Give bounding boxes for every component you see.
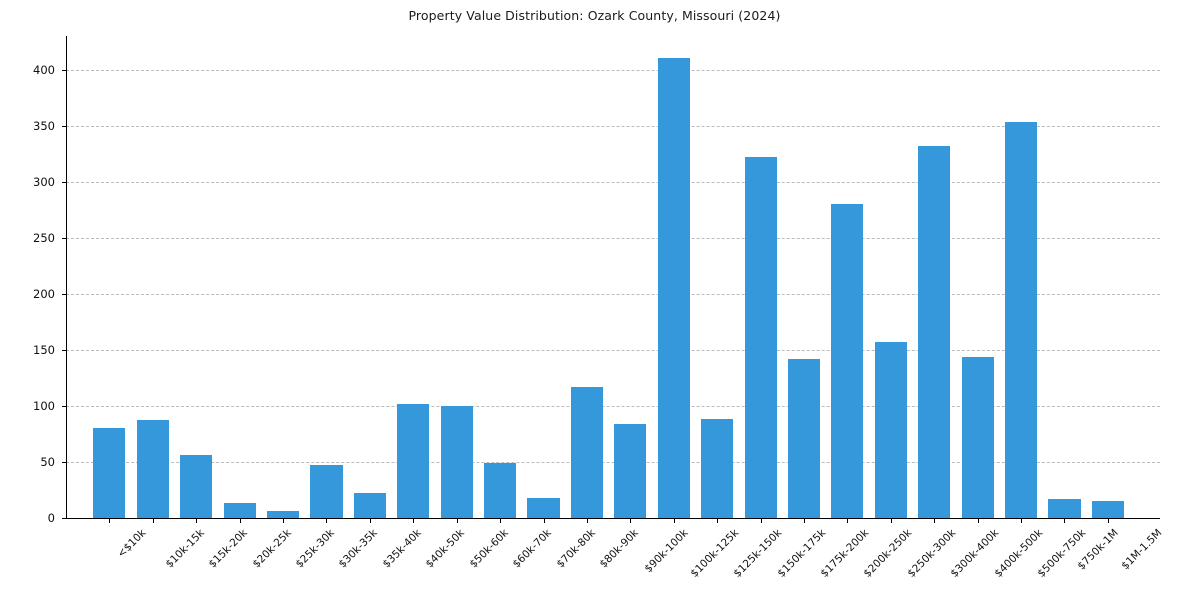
x-tick-mark	[586, 518, 588, 523]
y-tick-mark	[62, 461, 66, 463]
x-tick-label: $25k-30k	[293, 527, 337, 571]
x-tick-label: $20k-25k	[250, 527, 294, 571]
bar[interactable]	[614, 423, 647, 518]
y-tick-label: 250	[33, 230, 55, 245]
x-tick-mark	[543, 518, 545, 523]
x-tick-label: $30k-35k	[336, 527, 381, 571]
gridline	[66, 293, 1160, 295]
bar[interactable]	[527, 497, 560, 518]
bar[interactable]	[570, 386, 603, 518]
y-tick-label: 0	[47, 511, 55, 525]
bar[interactable]	[1091, 501, 1124, 518]
y-tick-label: 150	[33, 342, 55, 357]
y-tick-mark	[62, 125, 66, 127]
bar[interactable]	[267, 511, 300, 518]
x-tick-mark	[283, 518, 285, 523]
bar[interactable]	[136, 420, 169, 518]
y-tick-mark	[62, 237, 66, 239]
x-tick-label: $35k-40k	[380, 527, 424, 571]
x-tick-mark	[500, 518, 502, 523]
bar[interactable]	[310, 465, 343, 518]
y-tick-label: 200	[33, 286, 55, 301]
y-tick-label: 300	[33, 174, 55, 189]
x-tick-mark	[804, 518, 806, 523]
x-tick-mark	[847, 518, 849, 523]
bar[interactable]	[874, 342, 907, 518]
bar[interactable]	[701, 419, 734, 518]
x-tick-label: $90k-100k	[642, 527, 691, 576]
y-tick-mark	[62, 405, 66, 407]
y-tick-label: 400	[33, 62, 55, 77]
bar[interactable]	[787, 358, 821, 518]
bar[interactable]	[1005, 122, 1038, 518]
y-axis-line	[66, 36, 67, 518]
x-tick-mark	[890, 518, 892, 523]
x-tick-mark	[413, 518, 415, 523]
bar-series	[66, 36, 1160, 518]
x-tick-label: $70k-80k	[553, 527, 598, 571]
bar[interactable]	[353, 493, 386, 518]
x-tick-label: $80k-90k	[597, 527, 641, 571]
x-tick-mark	[1107, 518, 1109, 523]
y-tick-label: 350	[33, 118, 55, 133]
x-tick-label: <$10k	[115, 527, 149, 561]
bar[interactable]	[831, 204, 864, 518]
x-tick-mark	[760, 518, 762, 523]
x-tick-mark	[196, 518, 198, 523]
y-tick-mark	[62, 69, 66, 71]
gridline	[66, 349, 1160, 351]
x-tick-mark	[152, 518, 154, 523]
bar[interactable]	[744, 157, 777, 518]
x-tick-mark	[934, 518, 936, 523]
bar[interactable]	[223, 503, 256, 518]
bar[interactable]	[657, 58, 690, 518]
x-tick-mark	[1021, 518, 1023, 523]
y-tick-label: 100	[33, 398, 55, 413]
x-tick-label: $15k-20k	[206, 527, 251, 571]
x-tick-mark	[326, 518, 328, 523]
bar[interactable]	[484, 463, 517, 518]
bar[interactable]	[1048, 498, 1081, 518]
y-tick-mark	[62, 293, 66, 295]
x-tick-mark	[1064, 518, 1066, 523]
x-tick-mark	[369, 518, 371, 523]
x-tick-label: $60k-70k	[510, 527, 554, 571]
x-tick-label: $40k-50k	[423, 527, 468, 571]
bar[interactable]	[440, 405, 473, 518]
gridline	[66, 181, 1160, 183]
y-tick-mark	[62, 181, 66, 183]
gridline	[66, 237, 1160, 239]
x-tick-label: $10k-15k	[163, 527, 207, 571]
x-tick-mark	[717, 518, 719, 523]
bar[interactable]	[918, 145, 951, 518]
y-tick-mark	[62, 518, 66, 519]
y-tick-mark	[62, 349, 66, 351]
x-tick-mark	[673, 518, 675, 523]
x-tick-label: $1M-1.5M	[1119, 527, 1165, 573]
gridline	[66, 125, 1160, 127]
y-tick-label: 50	[40, 454, 55, 469]
bar[interactable]	[180, 455, 213, 518]
x-axis-line	[66, 518, 1160, 519]
x-tick-mark	[630, 518, 632, 523]
x-tick-mark	[239, 518, 241, 523]
bar[interactable]	[397, 403, 430, 518]
x-tick-mark	[456, 518, 458, 523]
gridline	[66, 69, 1160, 71]
bar[interactable]	[93, 428, 126, 518]
x-tick-mark	[977, 518, 979, 523]
bar[interactable]	[961, 356, 994, 518]
x-tick-label: $50k-60k	[467, 527, 511, 571]
chart-title: Property Value Distribution: Ozark Count…	[408, 8, 781, 23]
gridline	[66, 405, 1160, 407]
gridline	[66, 461, 1160, 463]
x-tick-mark	[109, 518, 111, 523]
